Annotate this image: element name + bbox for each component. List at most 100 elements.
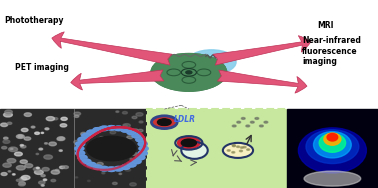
Circle shape (181, 139, 197, 147)
Circle shape (7, 158, 16, 163)
Circle shape (4, 137, 8, 139)
Circle shape (49, 142, 56, 146)
Circle shape (44, 155, 53, 159)
Circle shape (87, 162, 96, 167)
Circle shape (154, 117, 175, 127)
Circle shape (53, 118, 58, 120)
Circle shape (60, 124, 67, 127)
Circle shape (81, 134, 83, 135)
Circle shape (21, 128, 28, 132)
Circle shape (114, 126, 123, 131)
Circle shape (121, 128, 130, 132)
Circle shape (41, 185, 44, 186)
Circle shape (76, 151, 85, 155)
Circle shape (8, 171, 11, 172)
Circle shape (237, 146, 240, 147)
Circle shape (59, 150, 62, 151)
Circle shape (81, 132, 86, 135)
Circle shape (232, 152, 235, 153)
Circle shape (57, 137, 65, 141)
Circle shape (16, 179, 20, 181)
Text: Near-infrared
fluorescence
imaging: Near-infrared fluorescence imaging (302, 36, 361, 66)
Circle shape (100, 166, 109, 171)
Circle shape (139, 146, 148, 151)
Circle shape (78, 137, 87, 142)
Circle shape (39, 181, 45, 184)
Circle shape (87, 130, 96, 135)
Circle shape (136, 137, 145, 142)
Circle shape (99, 127, 103, 129)
Bar (287, 109, 378, 188)
Circle shape (34, 170, 43, 174)
Circle shape (1, 123, 8, 127)
Circle shape (122, 111, 127, 114)
Circle shape (59, 137, 64, 140)
Circle shape (51, 179, 56, 182)
Circle shape (78, 155, 87, 160)
Text: LDLR: LDLR (174, 115, 196, 124)
Circle shape (41, 175, 45, 177)
Circle shape (123, 124, 130, 127)
Circle shape (239, 150, 242, 152)
Circle shape (127, 162, 136, 167)
Circle shape (51, 170, 60, 174)
Circle shape (99, 136, 104, 139)
Circle shape (39, 148, 43, 150)
Circle shape (121, 128, 130, 132)
Ellipse shape (298, 128, 366, 173)
Circle shape (45, 128, 49, 130)
Circle shape (132, 129, 138, 132)
Circle shape (223, 143, 253, 158)
Circle shape (45, 143, 48, 144)
Text: Phototherapy: Phototherapy (4, 16, 63, 25)
Circle shape (227, 150, 230, 151)
Circle shape (138, 129, 143, 132)
Circle shape (93, 128, 102, 132)
Circle shape (136, 155, 143, 159)
Circle shape (94, 141, 96, 142)
Circle shape (5, 110, 12, 114)
Circle shape (114, 166, 123, 171)
Circle shape (186, 71, 192, 74)
Circle shape (119, 173, 122, 174)
Circle shape (3, 163, 11, 167)
Circle shape (10, 148, 13, 149)
Circle shape (35, 132, 39, 134)
Circle shape (87, 180, 90, 182)
Ellipse shape (327, 133, 338, 141)
Circle shape (9, 147, 17, 152)
Circle shape (74, 115, 79, 118)
Circle shape (61, 117, 67, 120)
Circle shape (124, 125, 127, 127)
Circle shape (139, 121, 143, 123)
Circle shape (264, 121, 268, 123)
Circle shape (100, 166, 109, 171)
Circle shape (232, 145, 235, 146)
Circle shape (93, 165, 102, 169)
Circle shape (131, 132, 136, 134)
Circle shape (20, 145, 23, 146)
Ellipse shape (306, 130, 359, 164)
Circle shape (87, 130, 96, 135)
Circle shape (127, 162, 136, 167)
Circle shape (43, 179, 47, 181)
Ellipse shape (304, 171, 361, 186)
Circle shape (74, 140, 81, 144)
Circle shape (107, 126, 116, 130)
Bar (147, 109, 287, 188)
Circle shape (136, 137, 145, 142)
Circle shape (255, 118, 259, 119)
Circle shape (259, 125, 263, 127)
Circle shape (242, 118, 245, 119)
Circle shape (136, 155, 145, 160)
Circle shape (1, 173, 7, 176)
Circle shape (14, 152, 22, 156)
Bar (0, 109, 147, 188)
Circle shape (110, 131, 116, 134)
Circle shape (82, 133, 91, 138)
Circle shape (107, 167, 116, 171)
Circle shape (102, 172, 105, 174)
Circle shape (33, 168, 40, 171)
Circle shape (19, 182, 25, 185)
Circle shape (121, 165, 130, 169)
